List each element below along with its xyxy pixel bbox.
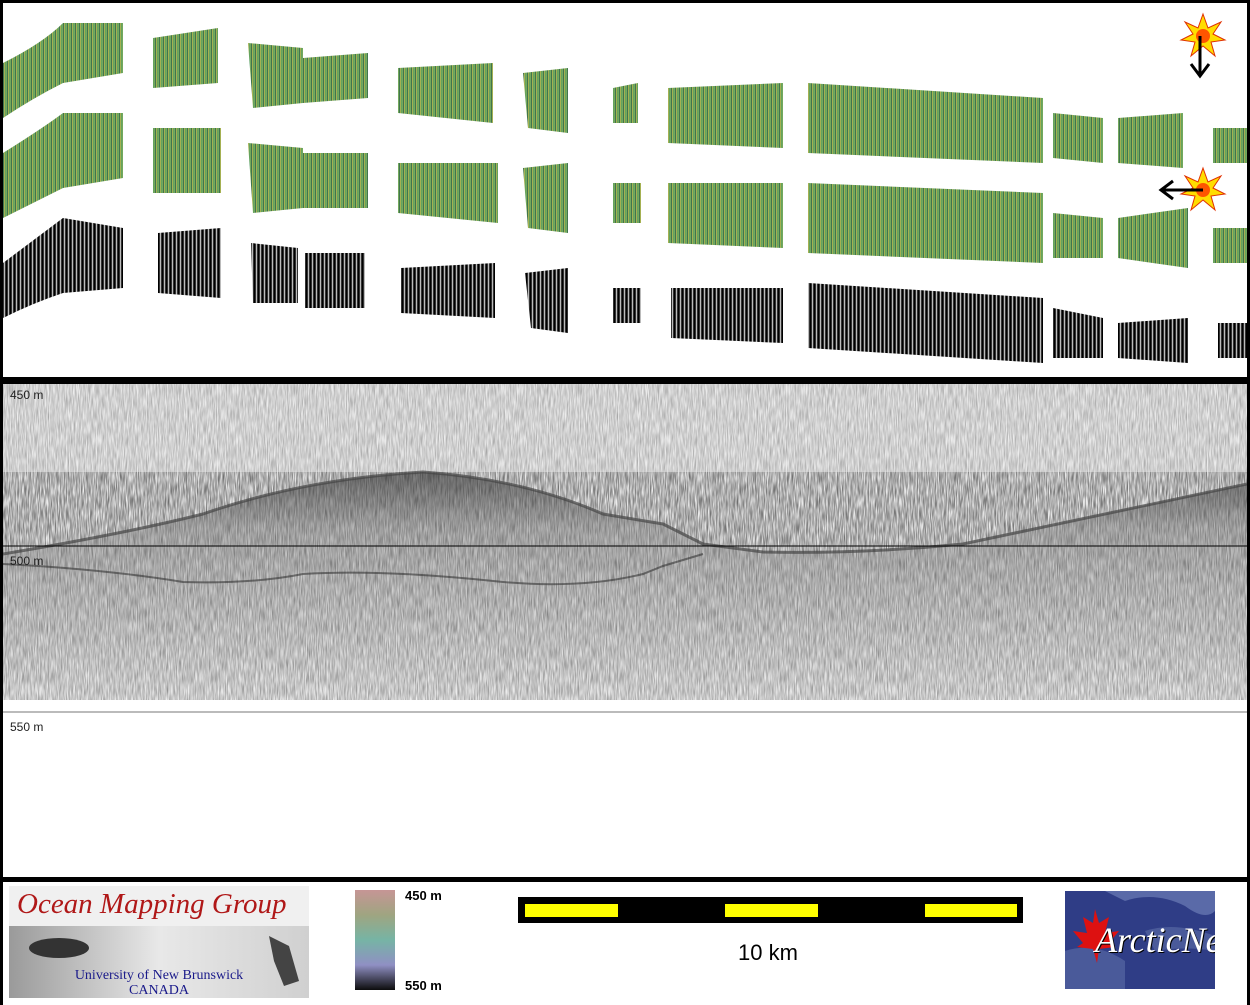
- depth-label-450: 450 m: [10, 388, 44, 402]
- maple-leaf-icon: [1073, 909, 1119, 963]
- scale-bar-segment-3: [925, 904, 1017, 917]
- arcticnet-logo: ArcticNet: [1065, 891, 1215, 989]
- arcticnet-map-image: [1065, 891, 1215, 989]
- swath-imagery-panel: [3, 3, 1247, 377]
- seafloor-logo-image: [9, 926, 309, 998]
- subbottom-profile: [3, 384, 1247, 713]
- colorbar-top-label: 450 m: [405, 888, 442, 903]
- ocean-mapping-group-logo: Ocean Mapping Group University of New Br…: [9, 886, 309, 998]
- swath-imagery: [3, 12, 1247, 363]
- omg-logo-title: Ocean Mapping Group: [17, 888, 287, 920]
- sun-illumination-left-icon: [1158, 166, 1227, 212]
- omg-logo-university: University of New Brunswick: [74, 968, 244, 983]
- scale-bar-segment-1: [525, 904, 618, 917]
- scale-bar-segment-2: [725, 904, 818, 917]
- colorbar-bottom-label: 550 m: [405, 978, 442, 993]
- scale-bar-label: 10 km: [738, 940, 798, 965]
- arcticnet-logo-text: ArcticNet: [1095, 920, 1215, 960]
- depth-colorbar: [355, 890, 395, 990]
- subbottom-profile-panel: 450 m 500 m 550 m: [3, 384, 1247, 877]
- scale-bar: [518, 897, 1023, 923]
- swath-row-backscatter: [3, 218, 1247, 363]
- sun-illumination-down-icon: [1179, 12, 1227, 79]
- swath-row-illuminated-east: [3, 113, 1247, 268]
- depth-label-500: 500 m: [10, 554, 44, 568]
- swath-row-illuminated-north: [3, 23, 1247, 168]
- depth-label-550: 550 m: [10, 720, 44, 734]
- footer-panel: Ocean Mapping Group University of New Br…: [3, 882, 1247, 1005]
- omg-logo-country: CANADA: [129, 983, 189, 998]
